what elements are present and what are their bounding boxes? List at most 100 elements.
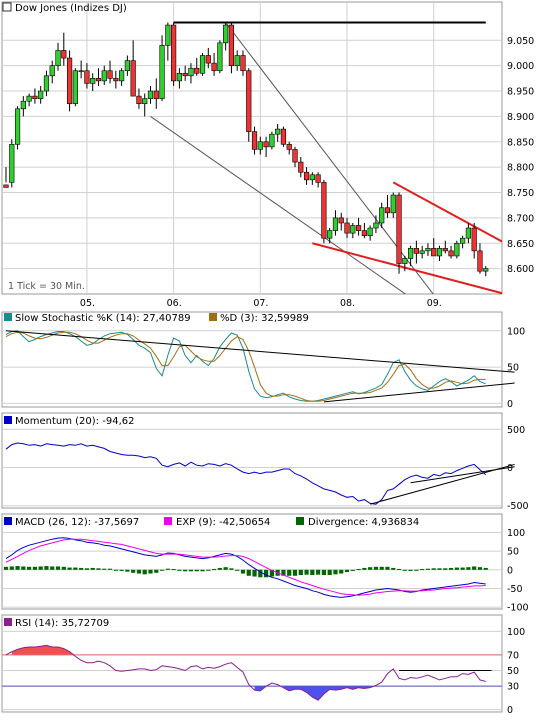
candle-down xyxy=(251,131,258,150)
rsi-y-tick-label: 50 xyxy=(507,666,519,677)
divergence-bar xyxy=(350,569,355,571)
candle-down xyxy=(240,55,246,72)
candle-up xyxy=(26,95,32,102)
candle-up xyxy=(332,217,339,231)
divergence-bar xyxy=(211,569,217,571)
candle-up xyxy=(327,230,333,239)
rsi-y-tick-label: 0 xyxy=(507,705,513,716)
divergence-bar xyxy=(391,567,396,570)
price-legend-swatch xyxy=(2,2,12,12)
divergence-bar xyxy=(171,569,176,571)
stoch-y-tick-label: 100 xyxy=(507,326,525,337)
momentum-y-ticks: -500 0 500 xyxy=(507,425,529,512)
candle-down xyxy=(413,248,419,254)
candle-down xyxy=(171,24,177,82)
divergence-bar xyxy=(177,569,182,571)
divergence-bar xyxy=(316,569,321,575)
mom-lower-trend-line xyxy=(410,466,515,484)
macd-y-tick-label: 100 xyxy=(507,528,525,539)
divergence-bar xyxy=(252,569,257,577)
candle-down xyxy=(298,161,304,173)
candle-up xyxy=(483,268,489,272)
momentum-title: Momentum (20): -94,62 xyxy=(15,416,134,427)
candle-down xyxy=(205,55,211,64)
momentum-trendlines xyxy=(370,463,515,505)
price-grid xyxy=(2,2,502,294)
stoch-y-tick-label: 50 xyxy=(507,363,519,374)
candle-up xyxy=(142,98,148,105)
channel-upper-line xyxy=(225,22,434,294)
candle-down xyxy=(246,70,252,132)
stoch-upper-trend-line xyxy=(5,330,515,373)
candle-up xyxy=(367,227,373,236)
price-y-tick-label: 8.650 xyxy=(507,239,534,250)
macd-macd-series xyxy=(5,537,486,598)
candle-up xyxy=(9,144,15,183)
candle-up xyxy=(460,237,466,244)
candle-up xyxy=(379,207,385,224)
candle-up xyxy=(199,55,206,74)
rsi-y-tick-label: 100 xyxy=(507,627,525,638)
divergence-bar xyxy=(321,569,326,576)
price-title: Dow Jones (Indizes DJ) xyxy=(15,3,127,14)
divergence-bar xyxy=(136,569,142,574)
candle-down xyxy=(153,90,159,99)
candle-up xyxy=(234,55,240,66)
divergence-bar xyxy=(258,569,263,578)
divergence-bar xyxy=(269,569,274,577)
rsi-rsi-series xyxy=(5,644,486,701)
macd-y-tick-label: -50 xyxy=(507,584,523,595)
divergence-bar xyxy=(246,569,251,576)
candle-up xyxy=(124,60,130,72)
candle-up xyxy=(350,225,356,234)
candle-up xyxy=(38,90,44,99)
divergence-bar xyxy=(73,567,78,570)
candle-up xyxy=(119,70,125,82)
divergence-bar xyxy=(310,569,315,576)
divergence-bar xyxy=(281,569,286,576)
candle-down xyxy=(477,250,483,272)
candle-up xyxy=(90,78,96,84)
price-y-tick-label: 9.000 xyxy=(507,61,534,72)
divergence-bar xyxy=(402,569,407,571)
stochastic-grid xyxy=(2,330,502,404)
candle-up xyxy=(147,90,154,99)
divergence-swatch xyxy=(296,517,304,525)
candle-down xyxy=(355,225,362,231)
price-y-tick-label: 8.800 xyxy=(507,163,534,174)
candle-up xyxy=(419,250,425,254)
channel-lower-line xyxy=(150,115,407,294)
price-x-tick-label: 06. xyxy=(167,298,182,309)
candle-up xyxy=(223,24,229,44)
divergence-bar xyxy=(90,567,95,570)
divergence-bar xyxy=(32,566,37,570)
candle-up xyxy=(78,70,84,73)
divergence-bar xyxy=(264,569,269,578)
divergence-bar xyxy=(420,569,425,571)
candle-up xyxy=(407,248,414,259)
candle-up xyxy=(402,258,408,264)
divergence-bar xyxy=(368,567,373,570)
candle-down xyxy=(448,250,454,257)
price-y-ticks: 8.600 8.650 8.700 8.750 8.800 8.850 8.900 8.950… xyxy=(507,36,534,275)
stoch-d-swatch xyxy=(209,313,217,321)
divergence-bar xyxy=(385,566,390,570)
divergence-bar xyxy=(119,569,124,571)
macd-panel-frame xyxy=(1,513,503,610)
exp-title: EXP (9): -42,50654 xyxy=(176,517,270,528)
stochastic-panel: 0 50 100 Slow Stochastic %K (14): 27,40789… xyxy=(1,311,525,410)
price-x-tick-label: 07. xyxy=(253,298,268,309)
divergence-bar xyxy=(223,567,228,570)
momentum-swatch xyxy=(4,416,12,424)
candle-down xyxy=(361,230,367,236)
divergence-bar xyxy=(102,568,107,570)
divergence-bar xyxy=(356,569,361,571)
divergence-title: Divergence: 4,936834 xyxy=(308,517,419,528)
candle-down xyxy=(338,217,344,224)
divergence-bar xyxy=(27,566,32,570)
divergence-bar xyxy=(194,569,199,572)
stochastic-trendlines xyxy=(5,330,515,403)
macd-lines xyxy=(5,537,486,598)
macd-exp-series xyxy=(5,538,486,596)
divergence-bar xyxy=(327,569,332,576)
